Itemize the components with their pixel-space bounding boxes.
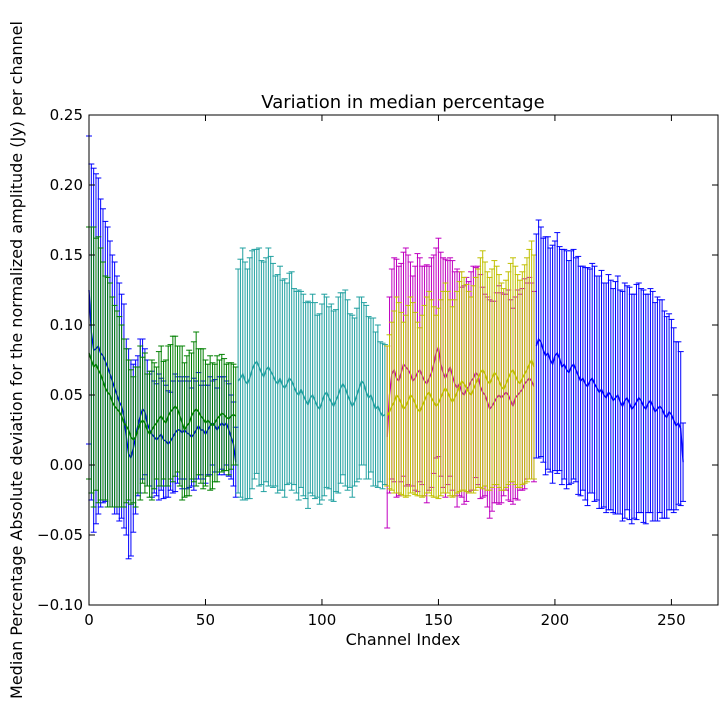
- series-5: [533, 219, 687, 525]
- series-1: [86, 226, 239, 508]
- y-tick-label: −0.05: [37, 526, 83, 544]
- y-tick-label: 0.15: [50, 246, 83, 264]
- chart-title: Variation in median percentage: [261, 92, 544, 113]
- y-tick-label: 0.05: [50, 386, 83, 404]
- y-axis-title: Median Percentage Absolute deviation for…: [7, 21, 26, 699]
- series-line: [535, 337, 684, 463]
- x-tick-label: 50: [196, 611, 215, 629]
- series-line: [386, 358, 535, 417]
- series-2: [235, 247, 388, 509]
- series-line: [237, 360, 386, 417]
- ticks-layer: 0 50 100 150 200 250 −0.10 −0.05 0.00 0.05 0.10 0.1…: [37, 106, 718, 629]
- series-line: [386, 344, 535, 438]
- y-tick-label: 0.10: [50, 316, 83, 334]
- series-4: [384, 240, 537, 500]
- y-tick-label: 0.25: [50, 106, 83, 124]
- x-axis-title: Channel Index: [346, 630, 461, 649]
- y-tick-label: −0.10: [37, 596, 83, 614]
- x-tick-label: 0: [84, 611, 94, 629]
- series-layer: [86, 135, 687, 560]
- y-tick-label: 0.00: [50, 456, 83, 474]
- x-tick-label: 150: [424, 611, 453, 629]
- x-tick-label: 250: [657, 611, 686, 629]
- x-tick-label: 100: [308, 611, 337, 629]
- series-line: [88, 352, 237, 441]
- y-tick-label: 0.20: [50, 176, 83, 194]
- x-tick-label: 200: [541, 611, 570, 629]
- plot-frame: [88, 114, 719, 606]
